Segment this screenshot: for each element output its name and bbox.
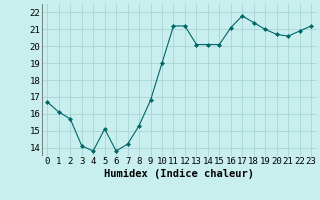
X-axis label: Humidex (Indice chaleur): Humidex (Indice chaleur) <box>104 169 254 179</box>
